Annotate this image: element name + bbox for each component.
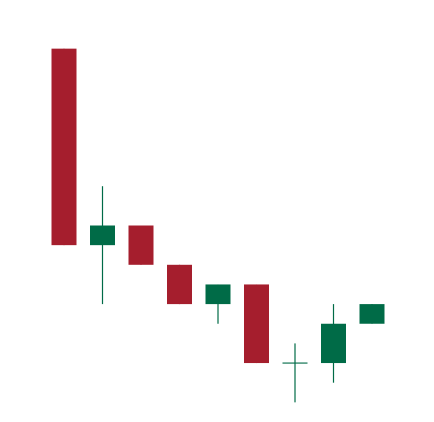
candle-3 <box>128 225 154 265</box>
candle-4-body <box>167 264 192 305</box>
candle-1-body <box>51 48 77 246</box>
candle-8-body <box>321 323 346 364</box>
candle-2-body <box>90 225 115 246</box>
candle-8 <box>321 304 346 383</box>
candle-9-body <box>359 304 385 324</box>
candle-5 <box>205 284 231 324</box>
candle-6-body <box>244 284 269 364</box>
candle-5-body <box>205 284 231 305</box>
candle-6 <box>244 284 269 364</box>
candle-3-body <box>128 225 154 265</box>
candle-2 <box>90 186 115 305</box>
candle-7 <box>282 343 308 403</box>
candle-1 <box>51 48 77 246</box>
candle-9 <box>359 304 385 324</box>
candle-4 <box>167 264 192 305</box>
